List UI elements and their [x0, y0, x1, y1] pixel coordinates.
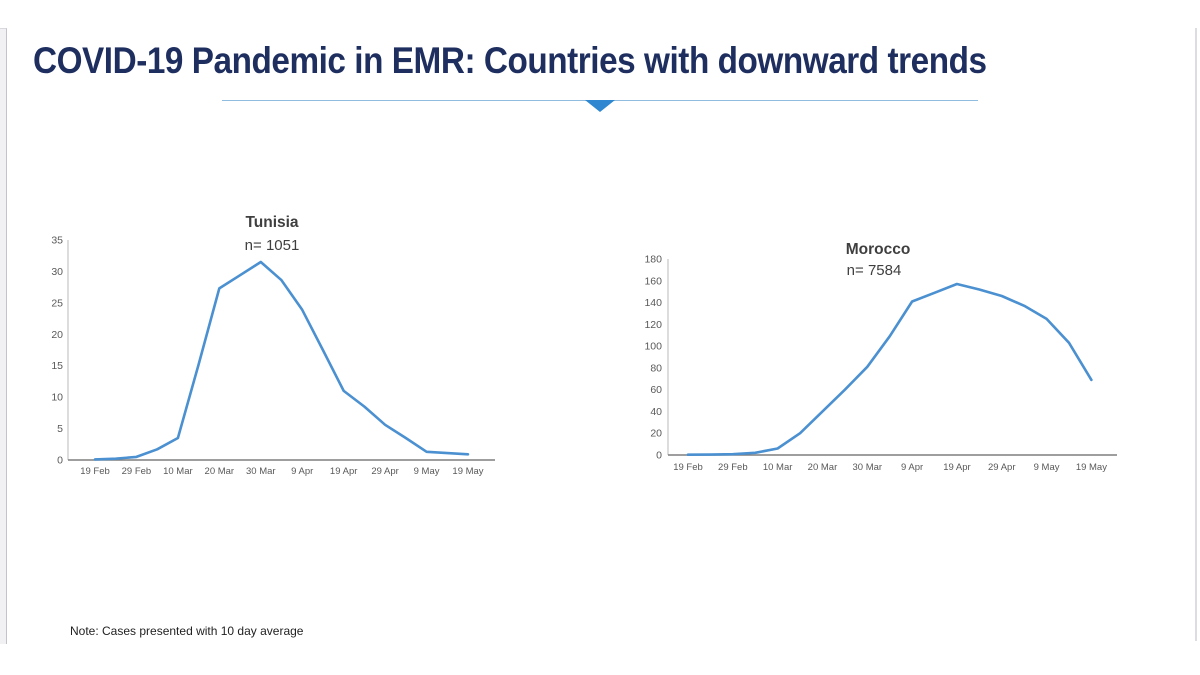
x-axis-tick-label: 20 Mar	[808, 462, 838, 473]
x-axis-tick-label: 29 Feb	[122, 466, 152, 477]
x-axis-tick-label: 19 May	[1076, 462, 1107, 473]
y-axis-tick-label: 35	[51, 235, 63, 247]
y-axis-tick-label: 0	[656, 450, 662, 462]
x-axis-tick-label: 20 Mar	[205, 466, 235, 477]
x-axis-tick-label: 29 Feb	[718, 462, 748, 473]
x-axis-tick-label: 9 May	[1034, 462, 1060, 473]
slide-title: COVID-19 Pandemic in EMR: Countries with…	[33, 40, 987, 81]
x-axis-tick-label: 29 Apr	[371, 466, 398, 477]
y-axis-tick-label: 80	[650, 362, 662, 374]
y-axis-tick-label: 30	[51, 266, 63, 278]
x-axis-tick-label: 19 Apr	[943, 462, 970, 473]
y-axis-tick-label: 60	[650, 384, 662, 396]
slide-left-edge	[0, 28, 7, 644]
tunisia-line-chart: Tunisia n= 1051 0 5 10 15 20 25 30 35 19 Feb 29 F…	[51, 214, 495, 477]
y-axis-tick-label: 40	[650, 406, 662, 418]
y-axis-tick-label: 180	[644, 254, 662, 266]
x-axis-tick-label: 9 Apr	[291, 466, 313, 477]
y-axis-tick-label: 140	[644, 297, 662, 309]
y-axis-tick-label: 5	[57, 423, 63, 435]
chart-subtitle: n= 1051	[245, 237, 300, 254]
y-axis-tick-label: 15	[51, 360, 63, 372]
x-axis-tick-label: 9 Apr	[901, 462, 923, 473]
x-axis-tick-label: 30 Mar	[852, 462, 882, 473]
chart-title: Morocco	[846, 241, 911, 258]
y-axis-tick-label: 120	[644, 319, 662, 331]
y-axis-tick-label: 10	[51, 392, 63, 404]
morocco-line-chart: Morocco n= 7584 0 20 40 60 80 100 120 140 160 180…	[644, 241, 1117, 473]
y-axis-tick-label: 25	[51, 297, 63, 309]
x-axis-tick-label: 29 Apr	[988, 462, 1015, 473]
y-axis-tick-label: 20	[51, 329, 63, 341]
slide-right-edge	[1195, 28, 1197, 641]
y-axis-tick-label: 100	[644, 341, 662, 353]
footnote: Note: Cases presented with 10 day averag…	[70, 624, 304, 638]
chart-title: Tunisia	[245, 214, 298, 231]
chart-subtitle: n= 7584	[847, 262, 902, 279]
data-series-line	[686, 282, 1093, 456]
y-axis-tick-label: 160	[644, 275, 662, 287]
x-axis-tick-label: 10 Mar	[763, 462, 793, 473]
x-axis-tick-label: 19 Feb	[80, 466, 110, 477]
y-axis-tick-label: 0	[57, 455, 63, 467]
down-arrow-icon	[585, 100, 615, 112]
x-axis-tick-label: 30 Mar	[246, 466, 276, 477]
x-axis-tick-label: 9 May	[414, 466, 440, 477]
y-axis-tick-label: 20	[650, 428, 662, 440]
x-axis-tick-label: 19 Feb	[673, 462, 703, 473]
x-axis-tick-label: 19 May	[452, 466, 483, 477]
x-axis-tick-label: 10 Mar	[163, 466, 193, 477]
data-series-line	[93, 260, 470, 461]
x-axis-tick-label: 19 Apr	[330, 466, 357, 477]
